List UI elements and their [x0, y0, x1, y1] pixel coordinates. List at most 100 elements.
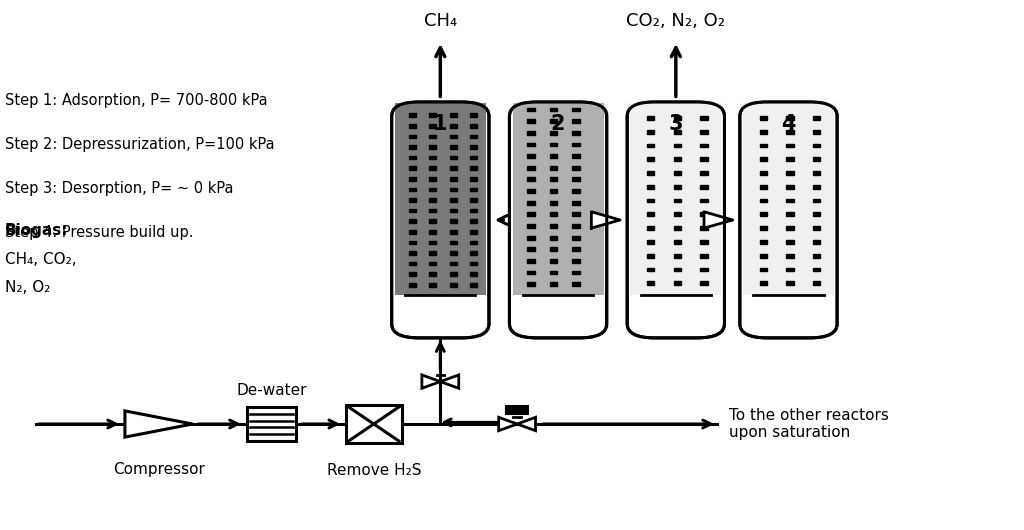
Bar [786, 226, 794, 230]
Bar [429, 166, 436, 170]
Bar [527, 259, 535, 263]
FancyBboxPatch shape [510, 102, 606, 338]
Bar [760, 116, 767, 120]
Text: Step 3: Desorption, P= ∼ 0 kPa: Step 3: Desorption, P= ∼ 0 kPa [5, 181, 233, 196]
Text: N₂, O₂: N₂, O₂ [5, 280, 50, 295]
Bar [760, 199, 767, 202]
Bar [470, 124, 477, 128]
Bar [527, 166, 535, 170]
Bar [647, 281, 654, 285]
Bar [700, 199, 708, 202]
Bar [572, 154, 580, 158]
Bar [527, 271, 535, 275]
Bar [674, 171, 681, 175]
Bar [450, 219, 457, 223]
Bar [647, 185, 654, 189]
Bar [470, 198, 477, 202]
Bar [409, 156, 416, 160]
Bar [813, 116, 820, 120]
Bar [429, 145, 436, 149]
Bar [813, 281, 820, 285]
Bar [550, 259, 557, 263]
Bar [572, 271, 580, 275]
Text: Step 1: Adsorption, P= 700-800 kPa: Step 1: Adsorption, P= 700-800 kPa [5, 93, 267, 108]
Bar [674, 185, 681, 189]
Bar [647, 171, 654, 175]
Polygon shape [499, 417, 517, 431]
Bar [450, 145, 457, 149]
Bar [450, 166, 457, 170]
Bar [786, 185, 794, 189]
Bar [813, 130, 820, 134]
Bar [647, 116, 654, 120]
Bar [470, 219, 477, 223]
Text: De-water: De-water [237, 383, 306, 398]
Bar [470, 251, 477, 255]
Bar [647, 157, 654, 161]
Bar [760, 185, 767, 189]
Polygon shape [705, 212, 733, 228]
Bar [429, 251, 436, 255]
Bar [395, 103, 486, 295]
Bar [786, 281, 794, 285]
Bar [572, 143, 580, 146]
Bar [786, 171, 794, 175]
Text: 1: 1 [433, 114, 447, 134]
Bar [527, 131, 535, 135]
Bar [470, 113, 477, 117]
Text: 4: 4 [781, 114, 796, 134]
Bar [247, 407, 296, 441]
Bar [450, 262, 457, 266]
Bar [527, 282, 535, 286]
Bar [470, 241, 477, 244]
Bar [470, 188, 477, 191]
Bar [572, 236, 580, 240]
Bar [674, 144, 681, 147]
Bar [760, 157, 767, 161]
Text: 3: 3 [669, 114, 683, 134]
Bar [527, 108, 535, 111]
Bar [813, 157, 820, 161]
Text: CH₄: CH₄ [424, 13, 457, 30]
Bar [409, 241, 416, 244]
Bar [550, 271, 557, 275]
Bar [470, 209, 477, 213]
Bar [572, 213, 580, 216]
Text: Step 4: Pressure build up.: Step 4: Pressure build up. [5, 225, 194, 240]
Bar [409, 283, 416, 287]
Text: Step 2: Depressurization, P=100 kPa: Step 2: Depressurization, P=100 kPa [5, 137, 274, 152]
Bar [786, 144, 794, 147]
Bar [700, 226, 708, 230]
Bar [470, 156, 477, 160]
Bar [786, 157, 794, 161]
Bar [813, 254, 820, 258]
Bar [700, 213, 708, 216]
Bar [429, 188, 436, 191]
Bar [786, 199, 794, 202]
Bar [550, 166, 557, 170]
Bar [647, 254, 654, 258]
Bar [527, 248, 535, 251]
Bar [470, 272, 477, 276]
Polygon shape [440, 375, 459, 388]
Bar [470, 145, 477, 149]
Bar [429, 156, 436, 160]
Bar [429, 262, 436, 266]
Bar [429, 241, 436, 244]
Bar [647, 130, 654, 134]
Bar [409, 209, 416, 213]
Bar [527, 119, 535, 123]
Bar [450, 177, 457, 181]
Bar [700, 268, 708, 271]
Bar [409, 230, 416, 234]
Bar [700, 116, 708, 120]
Bar [760, 240, 767, 244]
Bar [527, 154, 535, 158]
Bar [786, 213, 794, 216]
Bar [572, 189, 580, 193]
Bar [345, 405, 401, 443]
Polygon shape [422, 375, 440, 388]
Bar [700, 130, 708, 134]
Bar [674, 240, 681, 244]
Bar [429, 135, 436, 138]
